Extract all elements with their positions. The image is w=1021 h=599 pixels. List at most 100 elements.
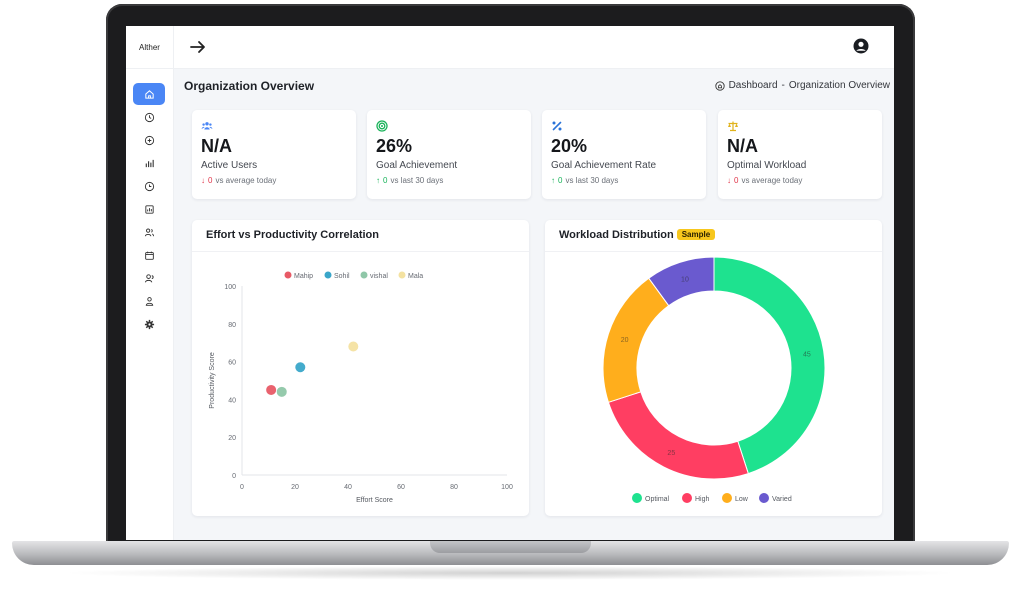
donut-chart-panel: Workload Distribution Sample 45 25 20 10 Opti… [545, 220, 882, 516]
trend-text: vs last 30 days [565, 176, 619, 185]
trend-text: vs average today [215, 176, 277, 185]
stat-label: Goal Achievement [376, 160, 458, 171]
legend-label: Low [735, 496, 749, 503]
sidebar-item-clock[interactable] [133, 106, 165, 128]
arrow-up-icon: ↑ [376, 176, 380, 185]
stat-value: N/A [727, 136, 758, 156]
scale-icon [728, 121, 738, 132]
donut-slice [607, 391, 749, 480]
history-icon [144, 181, 154, 191]
trend-value: 0 [734, 176, 739, 185]
sample-badge: Sample [676, 229, 716, 240]
sidebar-item-people[interactable] [133, 290, 165, 312]
donut-slice [602, 277, 670, 403]
breadcrumb-home[interactable]: Dashboard [728, 80, 778, 91]
divider [192, 251, 529, 252]
y-tick-label: 100 [224, 284, 236, 291]
legend-label: Sohil [334, 273, 350, 280]
legend-label: vishal [370, 273, 388, 280]
legend-marker [632, 493, 642, 503]
sidebar-item-team[interactable] [133, 267, 165, 289]
scatter-chart-panel: Effort vs Productivity Correlation 0 20 40… [192, 220, 529, 516]
user-avatar-icon[interactable] [853, 38, 869, 54]
home-outline-icon [714, 80, 725, 91]
data-point [266, 384, 277, 395]
breadcrumb-separator: - [781, 80, 785, 91]
y-tick-label: 20 [228, 435, 236, 442]
stat-value: 26% [376, 136, 413, 156]
x-tick-label: 60 [397, 484, 405, 491]
top-bar: Alther [126, 26, 894, 69]
stat-trend: ↓ 0 vs average today [201, 176, 276, 185]
breadcrumb: Dashboard - Organization Overview [714, 80, 890, 91]
users-icon [144, 228, 154, 236]
legend-label: Mahip [294, 273, 313, 280]
laptop-shadow [60, 566, 960, 580]
sidebar-item-add[interactable] [133, 129, 165, 151]
trend-text: vs last 30 days [390, 176, 444, 185]
arrow-down-icon: ↓ [201, 176, 205, 185]
data-point [276, 386, 287, 397]
donut-slice [713, 256, 826, 475]
gear-icon [144, 319, 154, 329]
arrow-up-icon: ↑ [551, 176, 555, 185]
breadcrumb-current: Organization Overview [788, 80, 890, 91]
sidebar [126, 69, 174, 540]
scatter-chart: 0 20 40 60 80 100 0 20 40 60 80 100 Effort Score Prod… [209, 271, 513, 504]
legend-marker [324, 271, 332, 279]
legend-marker [284, 271, 292, 279]
people-icon [145, 296, 153, 306]
sidebar-item-stats[interactable] [133, 152, 165, 174]
y-tick-label: 40 [228, 397, 236, 404]
percent-icon [552, 121, 562, 131]
sidebar-item-calendar[interactable] [133, 244, 165, 266]
legend-marker [682, 493, 692, 503]
slice-value-label: 45 [803, 351, 811, 358]
legend-marker [722, 493, 732, 503]
sidebar-item-history[interactable] [133, 175, 165, 197]
stat-label: Goal Achievement Rate [551, 160, 657, 171]
panel-title: Effort vs Productivity Correlation [206, 229, 379, 241]
sidebar-item-reports[interactable] [133, 198, 165, 220]
y-tick-label: 0 [232, 473, 236, 480]
stat-label: Optimal Workload [727, 160, 807, 171]
sidebar-item-home[interactable] [133, 83, 165, 105]
legend-label: Mala [408, 273, 423, 280]
team-icon [144, 273, 154, 283]
donut-slice [648, 256, 715, 307]
legend-label: Varied [772, 496, 792, 503]
trend-value: 0 [383, 176, 388, 185]
stat-card-goal-achievement-rate: 20% Goal Achievement Rate ↑ 0 vs last 30… [542, 110, 706, 199]
stat-trend: ↓ 0 vs average today [727, 176, 802, 185]
sidebar-item-users[interactable] [133, 221, 165, 243]
data-point [348, 341, 359, 352]
stat-label: Active Users [201, 160, 258, 171]
trend-value: 0 [558, 176, 563, 185]
panel-title: Workload Distribution Sample [559, 229, 716, 241]
legend-label: High [695, 496, 710, 503]
report-icon [144, 204, 154, 214]
data-point [295, 362, 306, 373]
plus-circle-icon [144, 135, 154, 145]
trend-text: vs average today [741, 176, 803, 185]
clock-icon [144, 112, 154, 122]
divider [545, 251, 882, 252]
users-icon [201, 122, 213, 130]
sidebar-item-settings[interactable] [133, 313, 165, 335]
calendar-icon [144, 251, 154, 260]
x-tick-label: 40 [344, 484, 352, 491]
home-icon [144, 89, 154, 99]
legend-marker [398, 271, 406, 279]
page-title: Organization Overview [184, 79, 315, 93]
legend-marker [360, 271, 368, 279]
laptop-notch [430, 541, 591, 553]
stat-card-optimal-workload: N/A Optimal Workload ↓ 0 vs average toda… [718, 110, 882, 199]
brand-logo[interactable]: Alther [126, 26, 174, 69]
y-axis-label: Productivity Score [209, 352, 216, 409]
y-tick-label: 60 [228, 360, 236, 367]
slice-value-label: 20 [621, 337, 629, 344]
arrow-right-icon[interactable] [188, 37, 208, 57]
target-icon [376, 120, 388, 132]
slice-value-label: 25 [667, 450, 675, 457]
